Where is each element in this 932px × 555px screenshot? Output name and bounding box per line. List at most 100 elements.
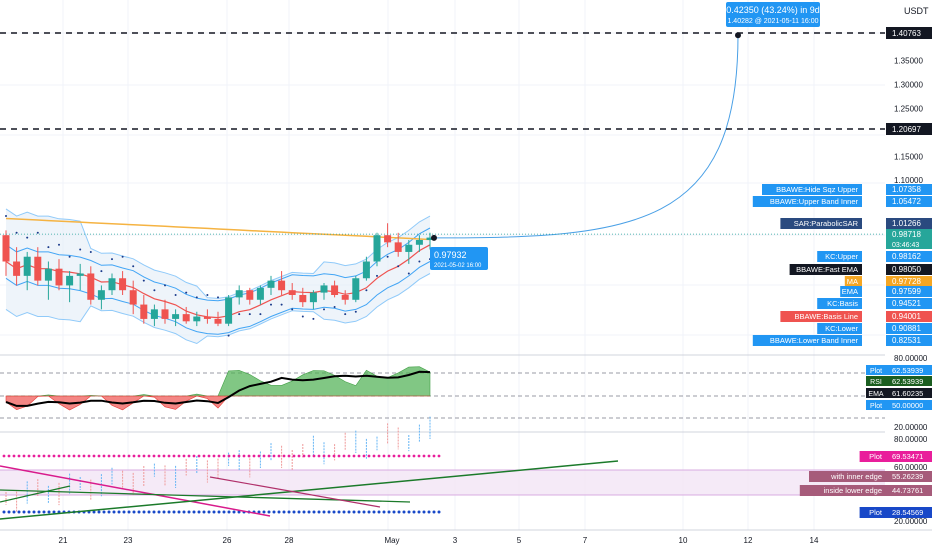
indicator-value-tag[interactable] (886, 251, 932, 262)
lower-dot (347, 510, 351, 514)
indicator-value-tag[interactable] (886, 229, 932, 249)
indicator-value-tag[interactable] (886, 311, 932, 322)
indicator-name-tag[interactable] (752, 335, 862, 346)
indicator-value-tag[interactable] (886, 264, 932, 275)
upper-dot (82, 454, 86, 458)
maroon-trendline[interactable] (209, 476, 381, 508)
lower-dot (217, 510, 221, 514)
magenta-trendline[interactable] (0, 465, 271, 517)
price-tick-label: 1.10000 (894, 176, 923, 185)
lower-dot (407, 510, 411, 514)
green-trendline-b[interactable] (0, 460, 619, 520)
level-tag[interactable] (886, 27, 932, 39)
lower-dot (397, 510, 401, 514)
rsi-value-tag[interactable] (886, 400, 932, 410)
lower-dot (312, 510, 316, 514)
green-trendline-c[interactable] (0, 485, 71, 503)
sar-dot (386, 255, 389, 258)
indicator-name-tag[interactable] (752, 196, 862, 207)
upper-dot (272, 454, 276, 458)
oscillator-pane[interactable] (0, 416, 885, 520)
oscillator-value-tag[interactable] (886, 485, 932, 496)
projection-start-price: 0.97932 (434, 250, 467, 260)
upper-dot (412, 454, 416, 458)
upper-dot (7, 454, 11, 458)
candle (288, 290, 296, 295)
indicator-name-tag[interactable] (817, 251, 862, 262)
level-tag[interactable] (886, 123, 932, 135)
lower-dot (302, 510, 306, 514)
upper-dot (52, 454, 56, 458)
indicator-name-tag[interactable] (789, 264, 862, 275)
price-axis[interactable]: USDT 1.40763 1.35000 1.30000 1.25000 1.20697… (752, 6, 932, 526)
indicator-name-tag[interactable] (817, 298, 862, 309)
oscillator-value-tag[interactable] (886, 507, 932, 518)
oscillator-value-tag[interactable] (886, 451, 932, 462)
time-tick-label: 5 (517, 536, 522, 545)
indicator-name-tag[interactable] (817, 323, 862, 334)
rsi-tick-label: 80.00000 (894, 354, 928, 363)
upper-dot (277, 454, 281, 458)
upper-dot (312, 454, 316, 458)
indicator-name-tag[interactable] (840, 286, 862, 297)
rsi-name: Plot (870, 368, 882, 375)
indicator-name: BBAWE:Fast EMA (796, 265, 858, 274)
candle (320, 285, 328, 293)
rsi-pane[interactable] (0, 354, 885, 419)
oscillator-name-tag[interactable] (799, 485, 886, 496)
lower-dot (22, 510, 26, 514)
rsi-value-tag[interactable] (886, 388, 932, 398)
indicator-value: 1.07358 (892, 185, 921, 194)
candle (23, 256, 31, 276)
indicator-value-tag[interactable] (886, 335, 932, 346)
indicator-name-tag[interactable] (780, 311, 862, 322)
rsi-name-tag[interactable] (866, 388, 886, 398)
upper-dot (2, 454, 6, 458)
indicator-value-tag[interactable] (886, 323, 932, 334)
indicator-value-tag[interactable] (886, 196, 932, 207)
indicator-value-tag[interactable] (886, 286, 932, 297)
rsi-value-tag[interactable] (886, 365, 932, 375)
lower-dot (342, 510, 346, 514)
projection-start-dot[interactable] (431, 234, 437, 241)
candle (214, 318, 222, 324)
lower-dot (362, 510, 366, 514)
indicator-value-tag[interactable] (886, 298, 932, 309)
lower-dot (227, 510, 231, 514)
indicator-value-tag[interactable] (886, 218, 932, 229)
indicator-name-tag[interactable] (762, 184, 862, 195)
indicator-name-tag[interactable] (844, 276, 862, 287)
indicator-value-tag[interactable] (886, 276, 932, 287)
projection-tooltip[interactable] (726, 2, 820, 27)
candle (299, 294, 307, 303)
indicator-value: 1.05472 (892, 197, 921, 206)
rsi-name-tag[interactable] (866, 400, 886, 410)
indicator-value: 0.94521 (892, 299, 921, 308)
time-axis[interactable]: 21 23 26 28 May 3 5 7 10 12 14 (59, 536, 819, 545)
upper-dot (197, 454, 201, 458)
main-price-pane[interactable]: 0.42350 (43.24%) in 9d 1.40282 @ 2021-05… (0, 2, 885, 345)
rsi-name-tag[interactable] (866, 365, 886, 375)
projection-start-tooltip[interactable] (430, 247, 488, 270)
indicator-name-tag[interactable] (780, 218, 862, 229)
oscillator-name-tag[interactable] (809, 471, 886, 482)
rsi-value-tag[interactable] (886, 376, 932, 386)
sar-dot (58, 243, 60, 246)
lower-dot (232, 510, 236, 514)
projection-end-dot[interactable] (735, 32, 741, 39)
lower-dot (222, 510, 226, 514)
candle (246, 290, 254, 300)
oscillator-value-tag[interactable] (886, 471, 932, 482)
oscillator-name-tag[interactable] (859, 507, 886, 518)
indicator-value-tag[interactable] (886, 184, 932, 195)
oscillator-name: Plot (869, 452, 883, 461)
rsi-name-tag[interactable] (866, 376, 886, 386)
upper-dot (352, 454, 356, 458)
rsi-value: 62.53939 (892, 366, 923, 375)
indicator-value: 0.98050 (892, 265, 921, 274)
candle (140, 304, 148, 319)
lower-dot (42, 510, 46, 514)
lower-dot (192, 510, 196, 514)
oscillator-name-tag[interactable] (859, 451, 886, 462)
